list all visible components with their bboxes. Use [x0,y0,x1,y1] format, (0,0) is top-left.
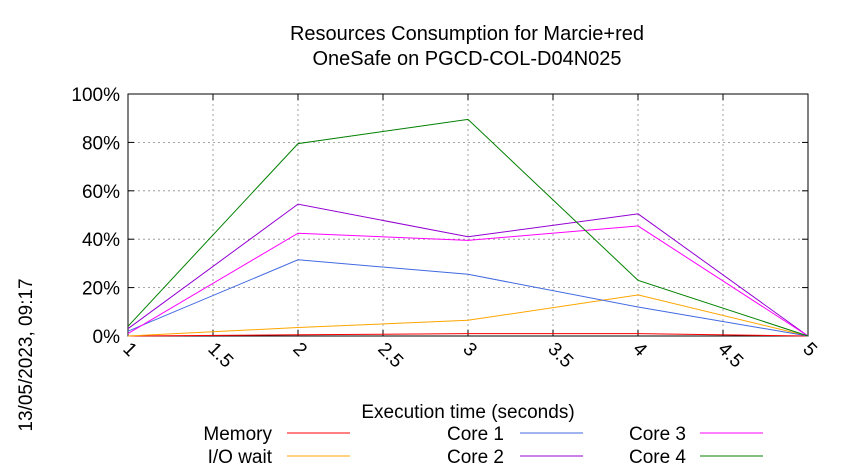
chart-title-line-1: Resources Consumption for Marcie+red [290,23,644,45]
x-tick-label: 1.5 [203,339,237,373]
legend-label: Core 3 [629,424,686,445]
series-line-core-1 [127,259,809,337]
date-label: 13/05/2023, 09:17 [16,278,37,431]
y-tick-label: 100% [71,85,120,106]
grid [128,94,808,336]
x-tick-label: 4.5 [713,339,747,373]
legend-label: I/O wait [208,447,273,468]
x-tick-label: 3.5 [543,339,577,373]
series-line-memory [127,333,809,337]
series-line-i-o-wait [127,294,809,337]
y-tick-label: 40% [82,230,120,251]
legend-label: Core 2 [447,447,504,468]
series-line-core-4 [127,118,809,337]
x-tick-label: 2.5 [373,339,407,373]
legend-label: Core 1 [447,424,504,445]
y-tick-label: 20% [82,279,120,300]
legend-label: Core 4 [629,447,686,468]
x-axis-label: Execution time (seconds) [361,402,574,423]
series-line-core-2 [127,203,809,337]
y-tick-label: 60% [82,182,120,203]
ticks: 0% 20% 40% 60% 80% 100% 1 1.5 2 2.5 3 3.5 4 4.5 5 [71,85,820,372]
chart-title-line-2: OneSafe on PGCD-COL-D04N025 [312,48,621,70]
x-tick-label: 1 [118,339,140,361]
x-tick-label: 3 [458,339,480,361]
x-tick-label: 2 [288,339,310,361]
x-tick-label: 5 [798,339,820,361]
x-tick-label: 4 [628,339,651,362]
series-lines [127,118,809,337]
series-line-core-3 [127,225,809,337]
y-tick-label: 80% [82,133,120,154]
y-tick-label: 0% [93,327,121,348]
legend-label: Memory [203,424,272,445]
